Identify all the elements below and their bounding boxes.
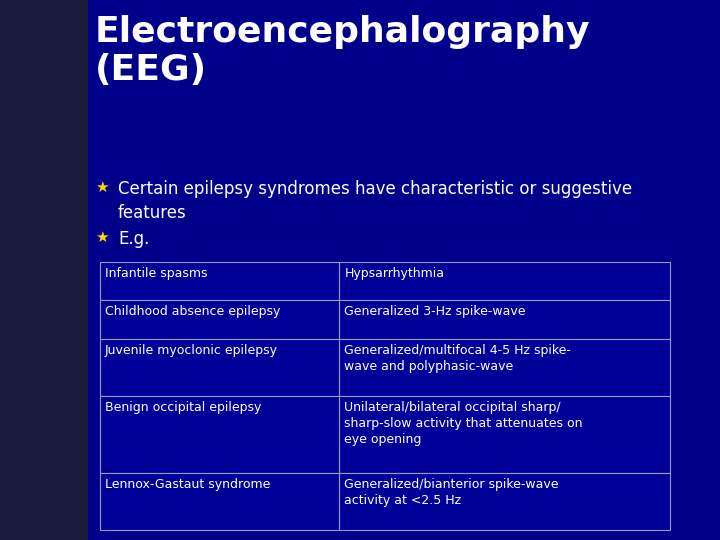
FancyBboxPatch shape: [0, 0, 88, 540]
FancyBboxPatch shape: [339, 300, 670, 339]
Text: Certain epilepsy syndromes have characteristic or suggestive
features: Certain epilepsy syndromes have characte…: [118, 180, 632, 221]
Text: Childhood absence epilepsy: Childhood absence epilepsy: [105, 305, 280, 318]
Text: ★: ★: [95, 230, 109, 245]
FancyBboxPatch shape: [339, 339, 670, 396]
FancyBboxPatch shape: [100, 262, 339, 300]
Text: Juvenile myoclonic epilepsy: Juvenile myoclonic epilepsy: [105, 343, 278, 356]
Text: Hypsarrhythmia: Hypsarrhythmia: [344, 267, 444, 280]
Text: Lennox-Gastaut syndrome: Lennox-Gastaut syndrome: [105, 477, 271, 490]
FancyBboxPatch shape: [339, 396, 670, 472]
FancyBboxPatch shape: [100, 339, 339, 396]
FancyBboxPatch shape: [339, 472, 670, 530]
FancyBboxPatch shape: [88, 0, 720, 540]
FancyBboxPatch shape: [100, 300, 339, 339]
FancyBboxPatch shape: [100, 472, 339, 530]
FancyBboxPatch shape: [339, 262, 670, 300]
Text: Electroencephalography: Electroencephalography: [95, 15, 590, 49]
FancyBboxPatch shape: [100, 396, 339, 472]
Text: Generalized/bianterior spike-wave
activity at <2.5 Hz: Generalized/bianterior spike-wave activi…: [344, 477, 559, 507]
Text: E.g.: E.g.: [118, 230, 149, 248]
Text: Generalized/multifocal 4-5 Hz spike-
wave and polyphasic-wave: Generalized/multifocal 4-5 Hz spike- wav…: [344, 343, 571, 373]
Text: Benign occipital epilepsy: Benign occipital epilepsy: [105, 401, 261, 414]
Text: ★: ★: [95, 180, 109, 195]
Text: Unilateral/bilateral occipital sharp/
sharp-slow activity that attenuates on
eye: Unilateral/bilateral occipital sharp/ sh…: [344, 401, 583, 446]
Text: Generalized 3-Hz spike-wave: Generalized 3-Hz spike-wave: [344, 305, 526, 318]
Text: Infantile spasms: Infantile spasms: [105, 267, 207, 280]
Text: (EEG): (EEG): [95, 53, 207, 87]
